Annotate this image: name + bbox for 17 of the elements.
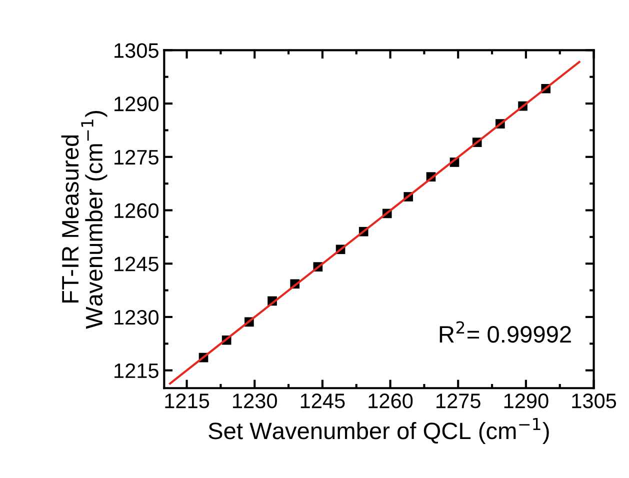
x-tick-label: 1260 — [368, 394, 413, 408]
y-tick-label: 1215 — [114, 363, 158, 378]
y-tick-label: 1230 — [114, 310, 158, 325]
x-axis-title: Set Wavenumber of QCL (cm$^{−1}$) — [208, 418, 549, 444]
annotation: R$^{2}$= 0.99992 — [440, 321, 571, 343]
y-tick-label: 1260 — [114, 203, 158, 218]
y-axis-title: FT-IR Measured Wavenumber (cm$^{−1}$) — [61, 111, 108, 329]
x-tick-label: 1290 — [504, 394, 548, 408]
y-tick-label: 1290 — [114, 96, 158, 112]
y-tick-label: 1305 — [114, 43, 158, 58]
x-tick-label: 1215 — [165, 394, 210, 408]
y-tick-label: 1245 — [114, 256, 158, 272]
x-tick-label: 1245 — [300, 394, 345, 408]
x-tick-label: 1230 — [233, 394, 277, 408]
x-tick-label: 1275 — [436, 394, 480, 408]
y-tick-label: 1275 — [114, 150, 158, 165]
x-tick-label: 1305 — [572, 394, 616, 408]
